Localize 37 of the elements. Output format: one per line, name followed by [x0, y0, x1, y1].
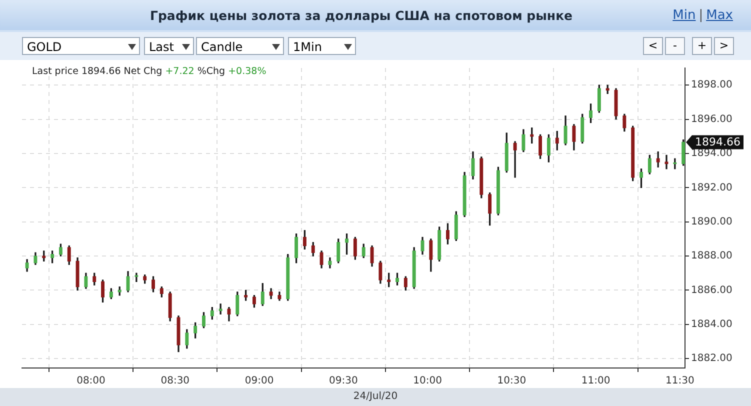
candlestick [656, 151, 660, 168]
x-tick-label: 08:30 [160, 376, 190, 387]
text: Candle [201, 40, 243, 54]
y-tick-label: 1896.00 [691, 114, 732, 125]
x-tick-label: 08:00 [76, 376, 106, 387]
x-axis-title: 24/Jul/20 [0, 388, 751, 406]
text: - [665, 37, 685, 55]
x-tick-label: 11:00 [581, 376, 610, 387]
candlestick [134, 272, 138, 282]
x-tick-label: 10:00 [413, 376, 442, 387]
candlestick [513, 141, 517, 178]
y-tick-label: 1892.00 [691, 182, 732, 194]
y-tick-label: 1884.00 [691, 319, 732, 330]
x-tick-label: 09:00 [244, 376, 274, 387]
text: GOLD [27, 40, 62, 54]
text: 1894.66 [695, 136, 740, 149]
text: Min [672, 8, 696, 23]
text: Last [149, 40, 174, 54]
annotation: Last price 1894.66 Net Chg +7.22 %Chg +0.38% [32, 66, 266, 77]
y-tick-label: 1894.00 [691, 148, 732, 160]
y-tick-label: 1898.00 [691, 80, 732, 91]
candlestick [664, 154, 668, 170]
chart-title: График цены золота за доллары США на спотовом рынке [150, 8, 573, 23]
text: 1Min [293, 40, 322, 54]
x-tick-label: 11:30 [666, 376, 694, 387]
candlestick [218, 304, 222, 314]
text: | [698, 8, 704, 23]
y-tick-label: 1886.00 [691, 284, 732, 296]
x-tick-label: 09:30 [328, 376, 358, 387]
text: < [643, 37, 663, 55]
text: > [714, 37, 734, 55]
text: Max [706, 8, 733, 23]
y-tick-label: 1882.00 [691, 353, 732, 364]
x-tick-label: 10:30 [497, 376, 526, 387]
text: + [692, 37, 712, 55]
y-tick-label: 1890.00 [691, 216, 732, 228]
y-tick-label: 1888.00 [691, 250, 732, 262]
